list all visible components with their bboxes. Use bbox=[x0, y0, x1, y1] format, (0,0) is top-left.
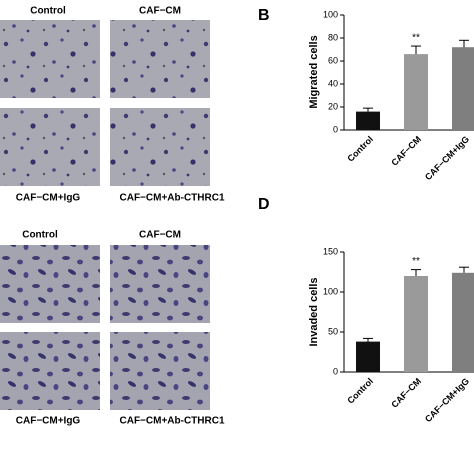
micrograph bbox=[110, 108, 210, 186]
x-tick-label: Control bbox=[345, 376, 375, 406]
bar bbox=[356, 341, 380, 372]
y-tick-label: 80 bbox=[328, 32, 338, 42]
y-tick-label: 0 bbox=[333, 366, 338, 376]
x-tick-label: CAF−CM+IgG bbox=[423, 376, 471, 424]
image-label: Control bbox=[22, 230, 58, 241]
image-label: CAF−CM+Ab-CTHRC1 bbox=[120, 416, 225, 427]
bar bbox=[404, 276, 428, 372]
y-tick-label: 50 bbox=[328, 326, 338, 336]
y-tick-label: 0 bbox=[333, 124, 338, 134]
panel-letter: D bbox=[258, 196, 270, 213]
y-axis-label: Migrated cells bbox=[308, 35, 320, 108]
bar bbox=[404, 54, 428, 130]
image-label: Control bbox=[30, 6, 66, 17]
annotation: ** bbox=[412, 33, 420, 44]
image-label: CAF−CM+IgG bbox=[16, 193, 81, 204]
bar bbox=[452, 272, 474, 372]
y-tick-label: 20 bbox=[328, 101, 338, 111]
micrograph bbox=[0, 245, 100, 323]
image-label: CAF−CM+Ab-CTHRC1 bbox=[120, 193, 225, 204]
image-label: CAF−CM+IgG bbox=[16, 416, 81, 427]
y-tick-label: 150 bbox=[323, 246, 338, 256]
x-tick-label: CAF−CM+IgG bbox=[423, 134, 471, 182]
y-tick-label: 60 bbox=[328, 55, 338, 65]
micrographs bbox=[0, 20, 210, 410]
micrograph bbox=[0, 108, 100, 186]
x-tick-label: Control bbox=[345, 134, 375, 164]
x-tick-label: CAF−CM bbox=[389, 376, 423, 410]
image-label: CAF−CM bbox=[139, 6, 181, 17]
bar bbox=[356, 111, 380, 130]
image-label: CAF−CM bbox=[139, 230, 181, 241]
panel-letter: B bbox=[258, 7, 270, 24]
micrograph bbox=[0, 332, 100, 410]
y-tick-label: 100 bbox=[323, 286, 338, 296]
bar bbox=[452, 47, 474, 131]
micrograph bbox=[110, 20, 210, 98]
micrograph bbox=[0, 20, 100, 98]
x-tick-label: CAF−CM bbox=[389, 134, 423, 168]
micrograph bbox=[110, 332, 210, 410]
y-tick-label: 40 bbox=[328, 78, 338, 88]
y-tick-label: 100 bbox=[323, 9, 338, 19]
annotation: ** bbox=[412, 256, 420, 267]
y-axis-label: Invaded cells bbox=[308, 277, 320, 346]
micrograph bbox=[110, 245, 210, 323]
